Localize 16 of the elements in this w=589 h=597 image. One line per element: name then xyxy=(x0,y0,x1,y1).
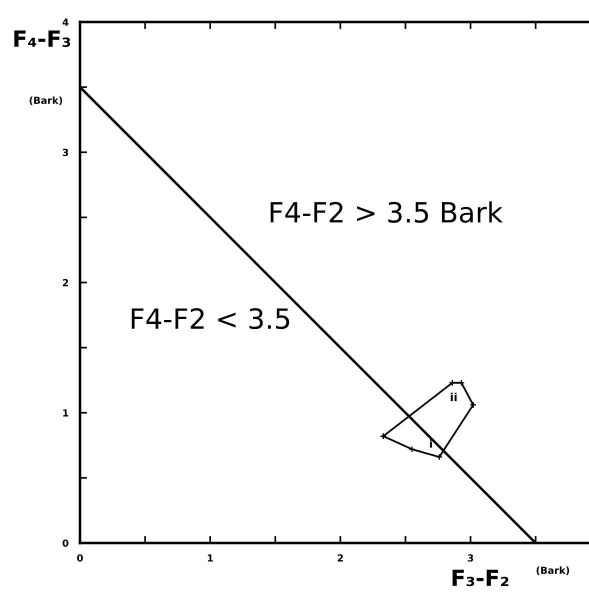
y-tick-label: 3 xyxy=(62,148,68,156)
x-tick-label: 2 xyxy=(338,554,343,562)
text: (Bark) xyxy=(536,566,570,576)
y-tick-label: 1 xyxy=(63,409,68,416)
x-axis-title: F₃-F₂ xyxy=(452,570,508,586)
y-tick-label: 4 xyxy=(62,18,68,26)
text: (Bark) xyxy=(30,96,62,106)
annotation: ii xyxy=(450,392,457,402)
annotation: F4-F2 < 3.5 xyxy=(132,308,290,330)
y-axis-title: F₄-F₃ xyxy=(14,30,70,47)
x-tick-label: 1 xyxy=(208,554,213,562)
annotation: F4-F2 > 3.5 Bark xyxy=(270,201,503,223)
x-tick-label: 3 xyxy=(468,554,474,562)
y-tick-label: 0 xyxy=(62,539,68,547)
x-tick-label: 0 xyxy=(77,554,83,562)
y-tick-label: 2 xyxy=(62,278,68,286)
